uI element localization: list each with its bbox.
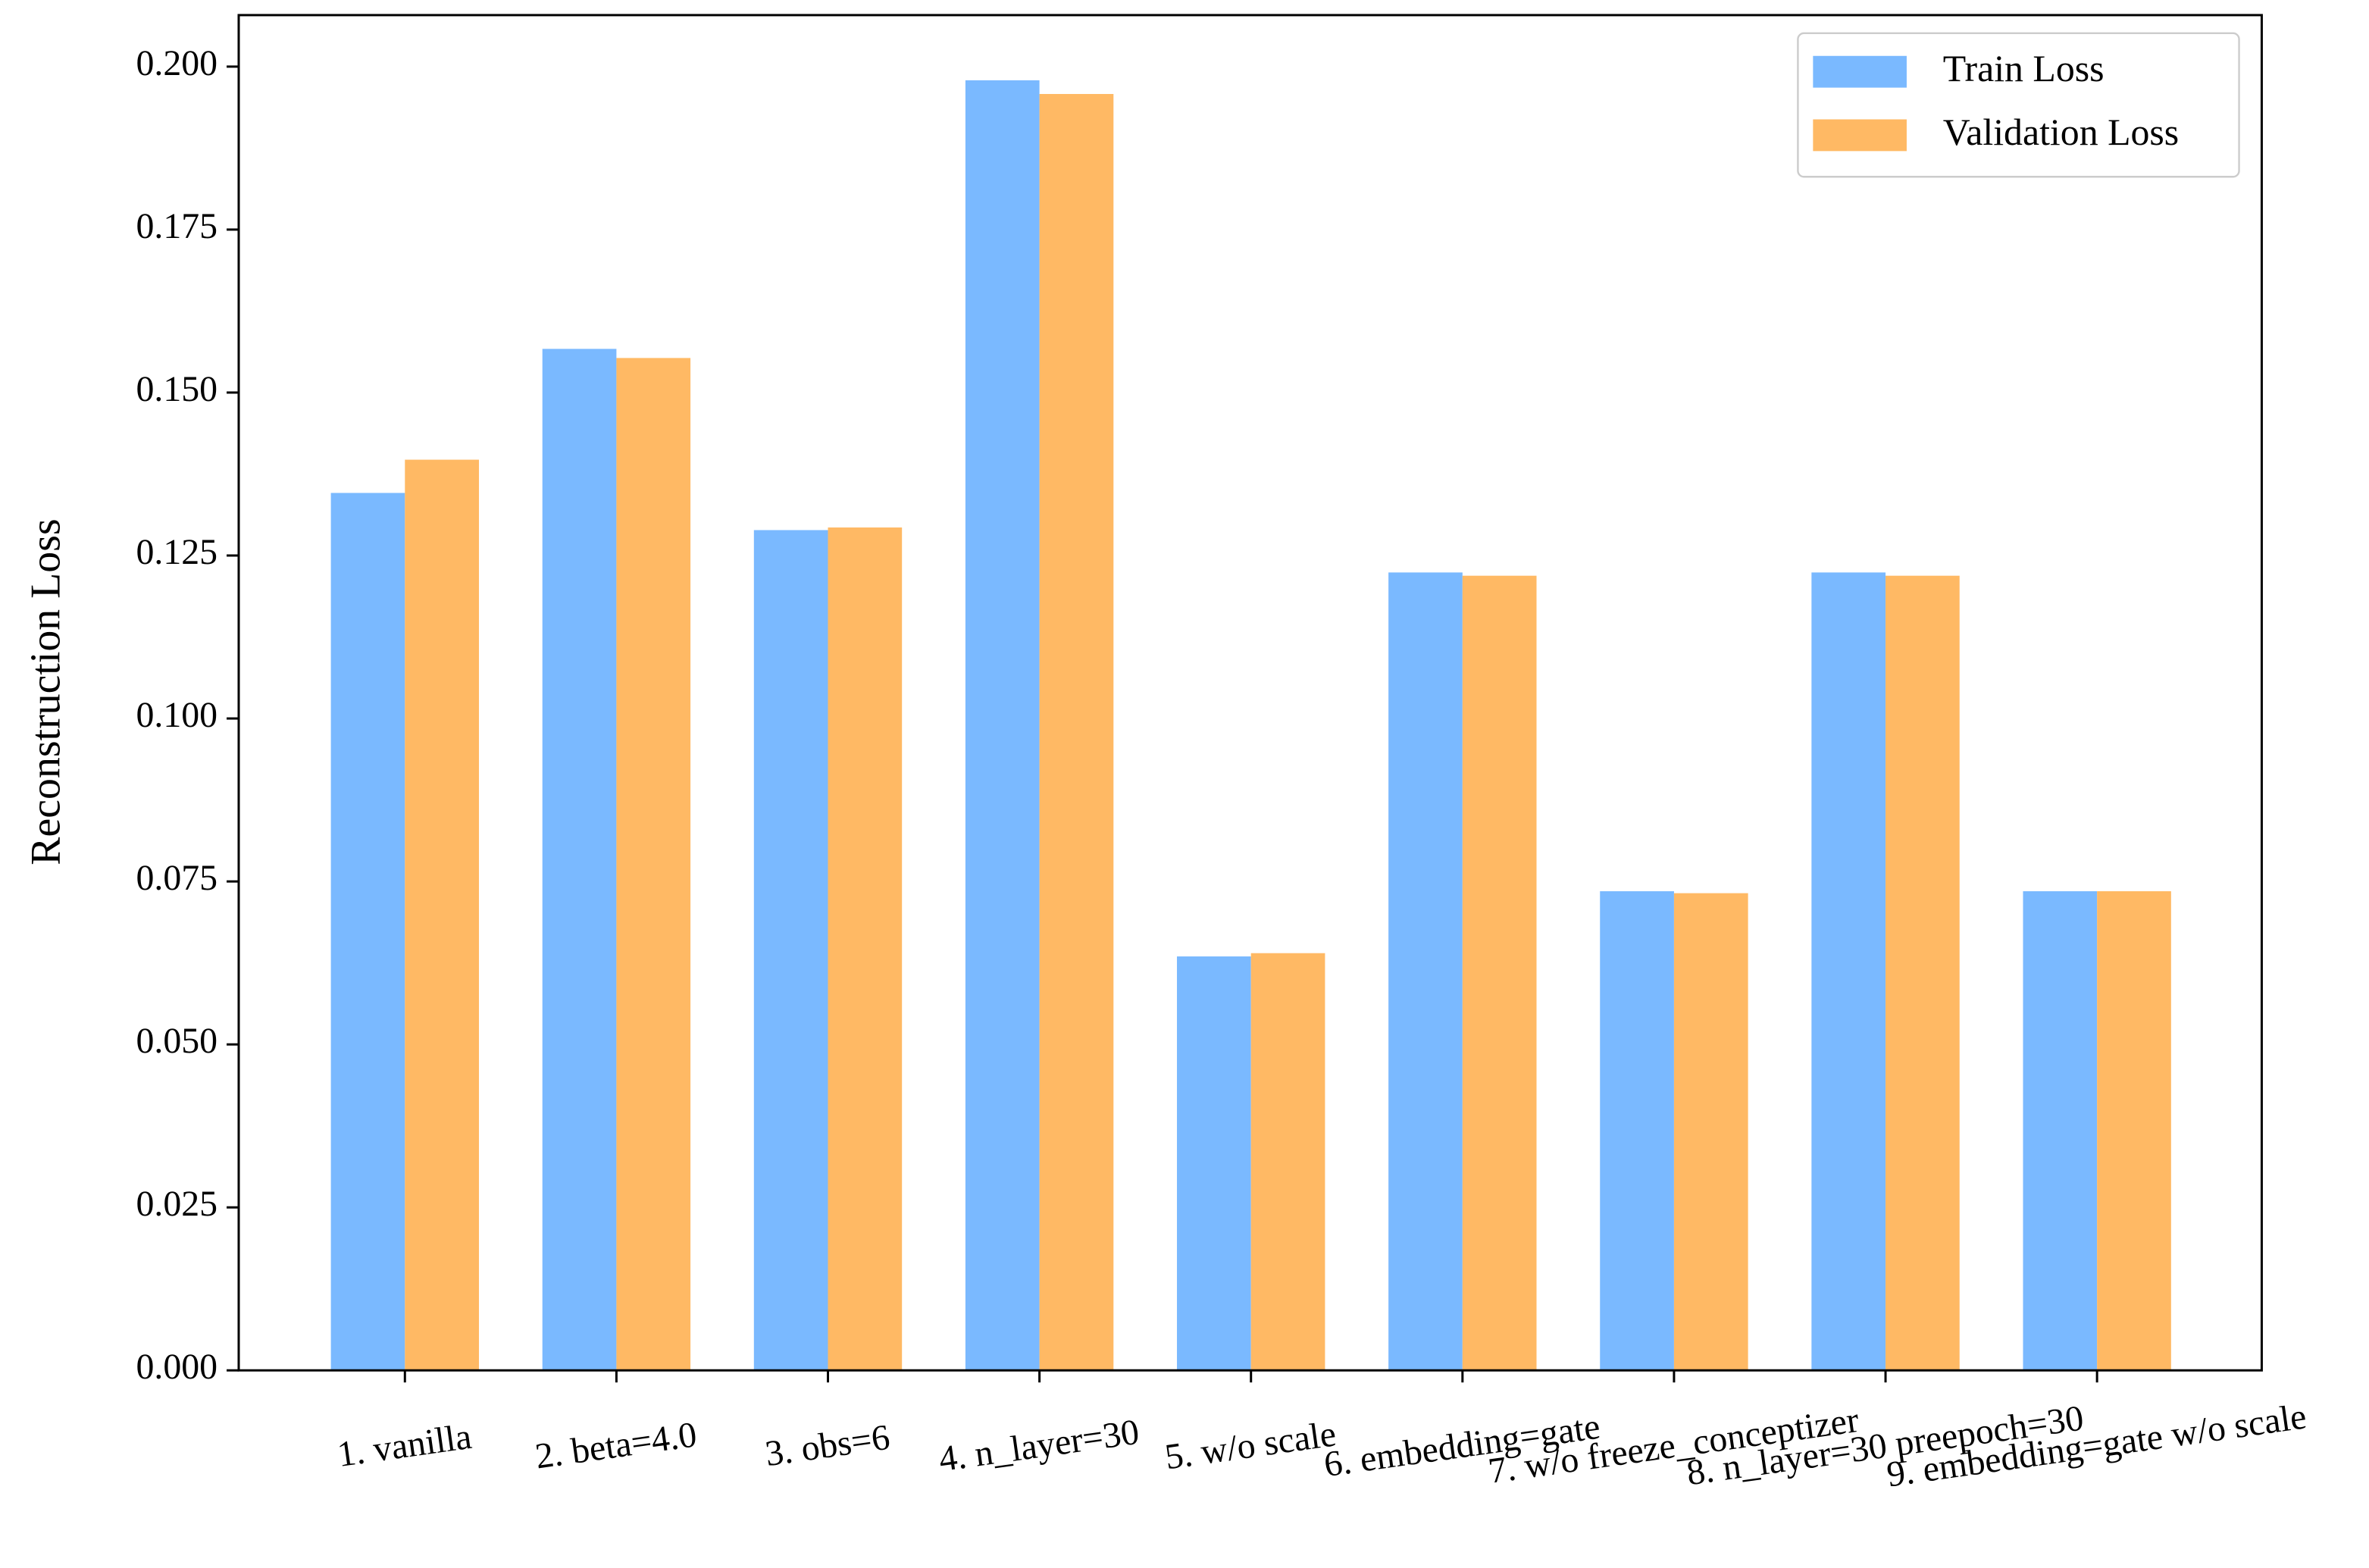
bar (1250, 953, 1325, 1371)
y-tick-label: 0.175 (136, 206, 217, 246)
legend-label: Validation Loss (1943, 111, 2179, 153)
bar (753, 530, 828, 1371)
x-tick-label: 5. w/o scale (1163, 1413, 1338, 1477)
y-tick-label: 0.150 (136, 369, 217, 409)
plot-frame (237, 14, 2263, 1372)
y-axis-label: Reconstruction Loss (23, 518, 70, 865)
bar (1388, 572, 1463, 1371)
y-tick-label: 0.000 (136, 1347, 217, 1387)
legend-swatch (1813, 119, 1907, 152)
bar (1600, 890, 1674, 1371)
x-tick-label: 2. beta=4.0 (533, 1414, 699, 1476)
bar (616, 358, 691, 1371)
x-tick-label: 9. embedding=gate w/o scale (1884, 1396, 2308, 1494)
x-tick-label: 3. obs=6 (762, 1417, 892, 1474)
y-tick-label: 0.125 (136, 532, 217, 572)
bar (1885, 575, 1960, 1371)
bar (2023, 890, 2098, 1371)
bar (2097, 890, 2171, 1371)
y-tick-label: 0.050 (136, 1021, 217, 1061)
bar (330, 493, 405, 1371)
x-tick-label: 4. n_layer=30 (937, 1412, 1142, 1480)
y-tick-label: 0.075 (136, 858, 217, 898)
y-tick-label: 0.100 (136, 695, 217, 735)
bar (1673, 893, 1748, 1371)
x-tick-label: 1. vanilla (335, 1416, 474, 1475)
legend-label: Train Loss (1943, 48, 2105, 89)
bar (1811, 572, 1886, 1371)
bar (1177, 956, 1251, 1371)
bar (828, 527, 903, 1371)
bar (965, 80, 1040, 1371)
bar (405, 459, 479, 1371)
bar (1039, 94, 1114, 1371)
bar (542, 349, 617, 1371)
legend-swatch (1813, 55, 1907, 88)
y-tick-label: 0.025 (136, 1184, 217, 1224)
y-tick-label: 0.200 (136, 43, 217, 83)
bar (1462, 575, 1537, 1371)
legend-box (1797, 32, 2240, 178)
